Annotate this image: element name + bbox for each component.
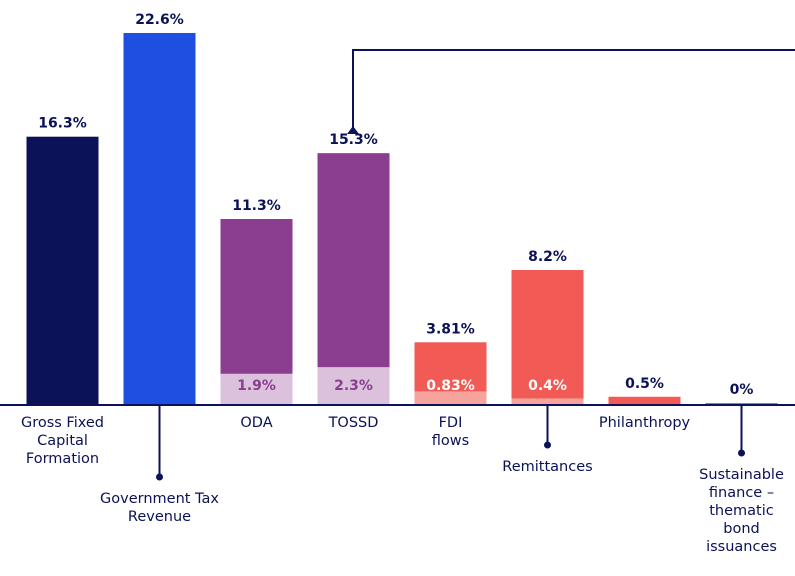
- value-label: 8.2%: [528, 249, 567, 265]
- bar: [511, 270, 584, 405]
- value-label: 3.81%: [426, 321, 475, 337]
- value-label: 22.6%: [135, 12, 184, 28]
- sub-bar: [317, 367, 390, 405]
- label-dot: [544, 441, 551, 449]
- bar: [317, 153, 390, 405]
- sub-value-label: 0.83%: [426, 378, 475, 394]
- category-label: Sustainable finance – thematic bond issu…: [699, 467, 784, 555]
- category-label: ODA: [240, 415, 273, 431]
- category-label: Philanthropy: [598, 415, 691, 431]
- value-label: 15.3%: [329, 132, 378, 148]
- bar: [123, 33, 196, 406]
- sub-value-label: 1.9%: [237, 378, 276, 394]
- sub-bar: [511, 398, 584, 405]
- sub-value-label: 0.4%: [528, 378, 567, 394]
- connector: [352, 49, 795, 132]
- label-dot: [156, 473, 163, 481]
- category-label: Remittances: [502, 459, 593, 475]
- sub-value-label: 2.3%: [334, 378, 373, 394]
- category-label: FDI flows: [431, 415, 470, 449]
- label-dot: [738, 449, 745, 457]
- category-label: Gross Fixed Capital Formation: [20, 415, 105, 467]
- category-label: Government Tax Revenue: [100, 491, 219, 525]
- arrow-head: [347, 126, 359, 134]
- sub-bar: [220, 373, 293, 405]
- value-label: 0.5%: [625, 376, 664, 392]
- sub-bar: [414, 391, 487, 405]
- value-label: 16.3%: [38, 116, 87, 132]
- bar: [26, 136, 99, 405]
- value-label: 11.3%: [232, 198, 281, 214]
- value-label: 0%: [730, 382, 754, 398]
- category-label: TOSSD: [328, 415, 379, 431]
- bar: [608, 396, 681, 405]
